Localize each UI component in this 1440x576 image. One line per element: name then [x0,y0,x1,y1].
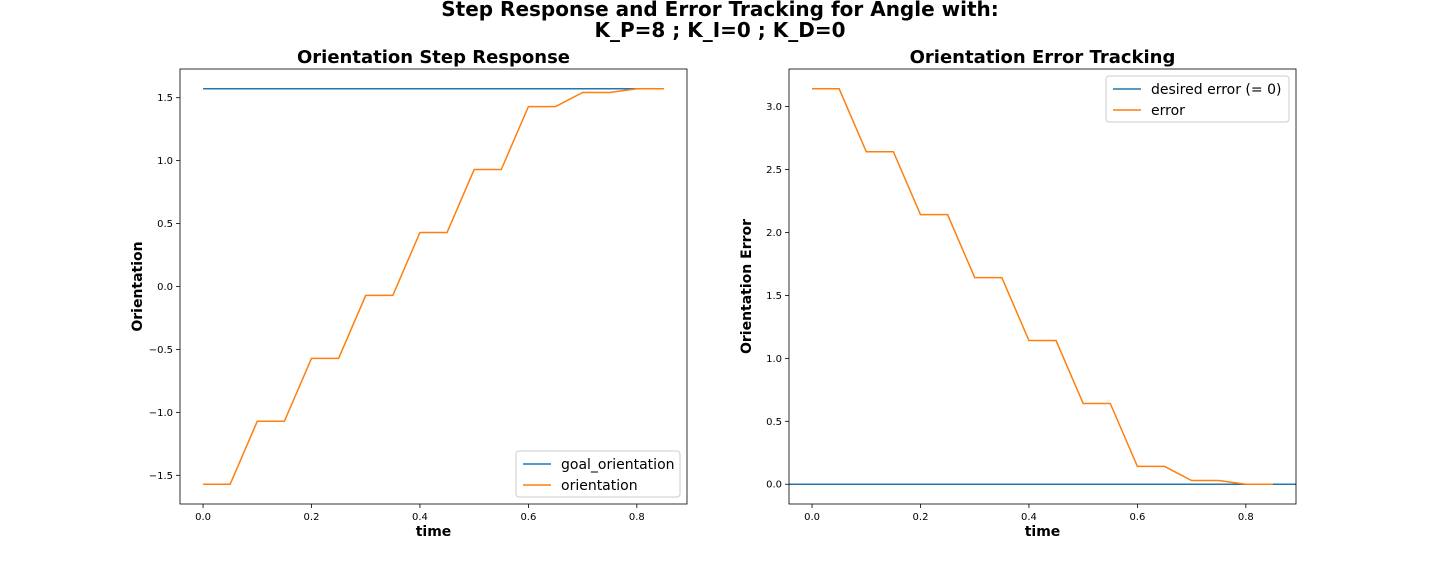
x-tick-label: 0.2 [304,512,320,523]
legend-entry-label: orientation [561,478,638,494]
y-tick-label: 1.5 [766,291,782,302]
x-tick-label: 0.6 [520,512,536,523]
axes-frame [788,68,1297,505]
y-tick-label: 1.0 [157,156,173,167]
axes-frame [179,68,688,505]
plot-title: Orientation Error Tracking [910,47,1176,68]
y-tick-label: −1.5 [149,471,173,482]
y-tick-label: 1.0 [766,354,782,365]
y-tick-label: 0.0 [157,282,173,293]
x-axis-label: time [1025,524,1061,540]
y-axis-label: Orientation Error [739,219,755,354]
y-tick-label: 0.0 [766,480,782,491]
legend-entry-label: desired error (= 0) [1151,82,1281,98]
legend-box [515,450,681,498]
x-tick-label: 0.0 [804,512,820,523]
orientation-error-tracking-plot: Orientation Error Tracking 0.0 0.2 0.4 0.6 0.… [739,47,1297,540]
y-tick-label: 0.5 [766,417,782,428]
y-tick-label: 0.5 [157,219,173,230]
figure-title-line2: K_P=8 ; K_I=0 ; K_D=0 [594,18,845,42]
x-tick-label: 0.0 [195,512,211,523]
x-axis-label: time [416,524,452,540]
series-line-orientation [203,88,664,485]
plot-title: Orientation Step Response [297,47,570,68]
x-tick-label: 0.4 [1021,512,1037,523]
x-tick-label: 0.4 [412,512,428,523]
legend: desired error (= 0) error [1105,75,1290,123]
y-tick-label: 3.0 [766,102,782,113]
x-tick-label: 0.2 [913,512,929,523]
x-tick-label: 0.8 [1238,512,1254,523]
legend: goal_orientation orientation [515,450,681,498]
y-tick-label: 2.0 [766,228,782,239]
figure-title-line1: Step Response and Error Tracking for Ang… [441,0,999,21]
legend-entry-label: goal_orientation [561,457,675,473]
orientation-step-response-plot: Orientation Step Response 0.0 0.2 0.4 0.6 0.8… [130,47,688,540]
x-tick-label: 0.8 [629,512,645,523]
y-tick-label: −1.0 [149,408,173,419]
y-tick-label: −0.5 [149,345,173,356]
y-tick-label: 2.5 [766,165,782,176]
legend-entry-label: error [1151,103,1185,119]
y-tick-label: 1.5 [157,93,173,104]
y-axis-label: Orientation [130,241,146,331]
x-tick-label: 0.6 [1129,512,1145,523]
legend-box [1105,75,1290,123]
series-line-error [812,88,1273,485]
